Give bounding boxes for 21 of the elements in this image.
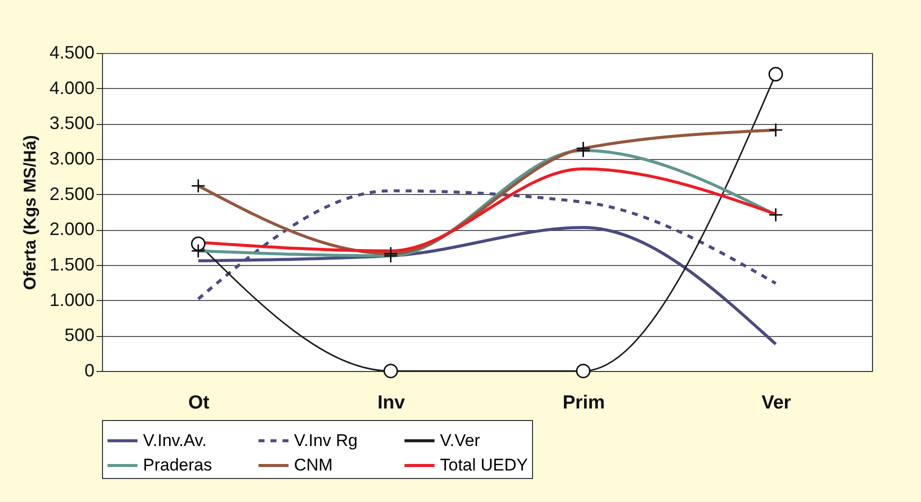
y-tick-label: 4.000 xyxy=(49,78,94,98)
x-tick-label: Prim xyxy=(562,392,605,414)
x-tick-label: Inv xyxy=(378,392,406,414)
legend-label: V.Inv.Av. xyxy=(143,430,207,450)
legend-label: V.Inv Rg xyxy=(294,430,358,450)
legend-label: V.Ver xyxy=(440,430,480,450)
legend-label: Total UEDY xyxy=(440,456,528,474)
y-tick-label: 3.000 xyxy=(49,148,94,168)
y-tick-label: 3.500 xyxy=(49,113,94,134)
legend-label: CNM xyxy=(294,456,333,474)
y-tick-label: 2.000 xyxy=(49,219,94,240)
y-tick-label: 2.500 xyxy=(49,184,94,204)
x-tick-label: Ver xyxy=(761,392,792,414)
y-tick-label: 4.500 xyxy=(49,42,94,62)
y-tick-label: 0 xyxy=(84,360,94,380)
x-tick-label: Ot xyxy=(188,392,210,414)
y-tick-label: 500 xyxy=(64,325,94,346)
y-tick-label: 1.500 xyxy=(49,254,94,274)
y-axis-title: Oferta (Kgs MS/Há) xyxy=(20,135,40,290)
legend-label: Praderas xyxy=(143,456,212,474)
y-tick-label: 1.000 xyxy=(49,290,94,310)
